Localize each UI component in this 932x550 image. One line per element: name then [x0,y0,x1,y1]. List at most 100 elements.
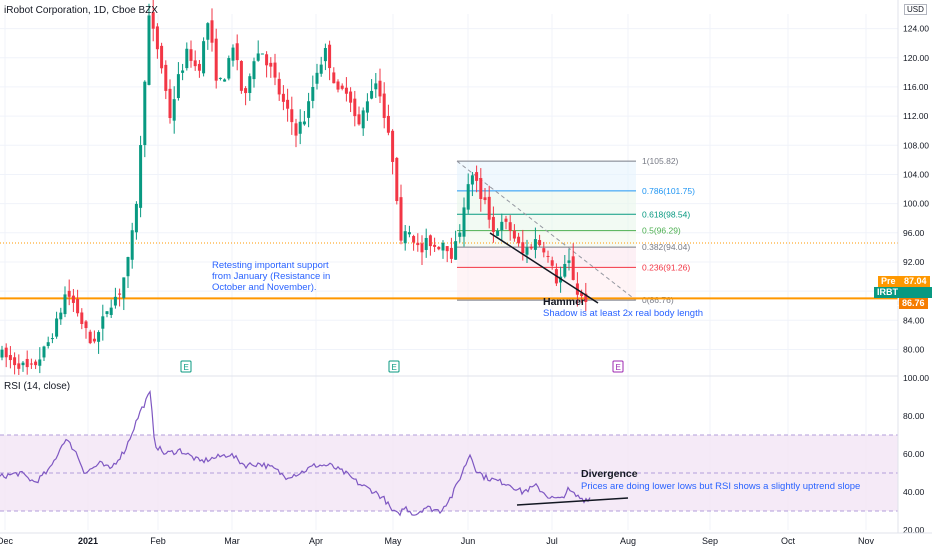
symbol-title[interactable]: iRobot Corporation, 1D, Cboe BZX [4,5,158,16]
candle-body [412,236,416,243]
candle-body [281,93,285,102]
symbol-label: IRBT [877,287,898,297]
currency-label[interactable]: USD [904,4,927,15]
candle-body [260,53,264,55]
candle-body [344,87,348,94]
candle-body [395,157,399,202]
candle-body [332,72,336,84]
candle-body [563,263,567,277]
candle-body [84,321,88,329]
candle-body [147,15,151,85]
candle-body [500,221,504,231]
fib-zone [457,230,636,248]
hammer-trendline[interactable] [489,232,599,304]
candle-body [273,62,277,78]
last-value: 87.02 [883,298,906,308]
candle-body [420,243,424,253]
annotations: Retesting important support from January… [180,232,860,506]
earnings-letter: E [616,363,621,372]
candle-body [428,235,432,247]
candle-body [122,277,126,299]
candle-body [286,99,290,109]
fib-zone [457,161,636,191]
candle-body [126,257,130,277]
candle-body [584,293,588,303]
price-tick-label: 112.00 [903,111,929,121]
candle-body [315,72,319,84]
rsi-indicator [0,389,898,517]
candle-body [298,121,302,134]
candle-body [252,61,256,80]
candle-body [63,294,67,315]
earnings-marker-jan[interactable]: E [180,360,192,373]
price-tick-label: 104.00 [903,169,929,179]
price-tick-label: 84.00 [903,315,925,325]
candle-body [491,216,495,232]
candle-body [113,296,117,306]
pre-market-badge: Pre 87.04 [878,276,930,287]
time-tick-label: Apr [309,536,323,546]
fib-zone [457,267,636,301]
divergence-note: Prices are doing lower lows but RSI show… [581,481,860,492]
rsi-title[interactable]: RSI (14, close) [4,381,71,392]
candle-body [403,231,407,244]
candle-body [374,83,378,90]
candle-body [449,247,453,259]
candle-body [143,81,147,146]
candle-body [424,237,428,250]
candle-body [176,74,180,98]
candle-body [248,76,252,93]
fibonacci-retracement[interactable]: 1(105.82) 0.786(101.75) 0.618(98.54) 0.5(96… [456,156,695,305]
fib-zone [457,214,636,231]
candle-body [483,197,487,201]
candle-body [210,20,214,43]
candle-body [533,239,537,250]
pre-value: 87.04 [904,276,927,286]
support-note-line-3: October and November). [212,282,317,293]
candle-body [164,64,168,91]
candle-body [433,244,437,247]
candle-body [550,260,554,266]
rsi-divergence-line[interactable] [516,497,629,506]
time-tick-label: Jul [546,536,558,546]
fib-level-label: 1(105.82) [642,156,679,166]
candle-body [223,79,227,82]
candle-body [470,175,474,185]
candle-body [34,361,38,366]
earnings-marker-jul[interactable]: E [612,360,624,373]
candle-body [479,178,483,199]
candle-body [512,230,516,239]
time-tick-label: May [384,536,402,546]
fib-level-label: 0(86.76) [642,295,674,305]
rsi-line [0,389,591,517]
candle-body [55,318,59,337]
fib-level-label: 0.236(91.26) [642,262,690,272]
earnings-marker-apr[interactable]: E [388,360,400,373]
earnings-letter: E [184,363,189,372]
candle-body [437,246,441,250]
hammer-title: Hammer [543,296,585,308]
candle-body [546,255,550,257]
last-price-badge: IRBT 87.02 [874,287,932,308]
price-tick-label: 92.00 [903,257,925,267]
candle-body [349,91,353,103]
candle-body [361,110,365,129]
price-tick-label: 124.00 [903,24,929,34]
price-tick-label: 96.00 [903,228,925,238]
rsi-tick-label: 60.00 [903,449,925,459]
candle-body [542,248,546,253]
candle-body [311,87,315,101]
support-note-line-2: from January (Resistance in [212,271,330,282]
candle-body [269,62,273,67]
candle-body [319,64,323,74]
candle-body [134,203,138,233]
candle-body [197,63,201,71]
candle-body [580,292,584,297]
candle-body [323,48,327,62]
candle-body [21,362,25,366]
candle-body [571,256,575,280]
time-tick-label: Nov [858,536,875,546]
rsi-tick-label: 40.00 [903,487,925,497]
candle-body [445,246,449,252]
